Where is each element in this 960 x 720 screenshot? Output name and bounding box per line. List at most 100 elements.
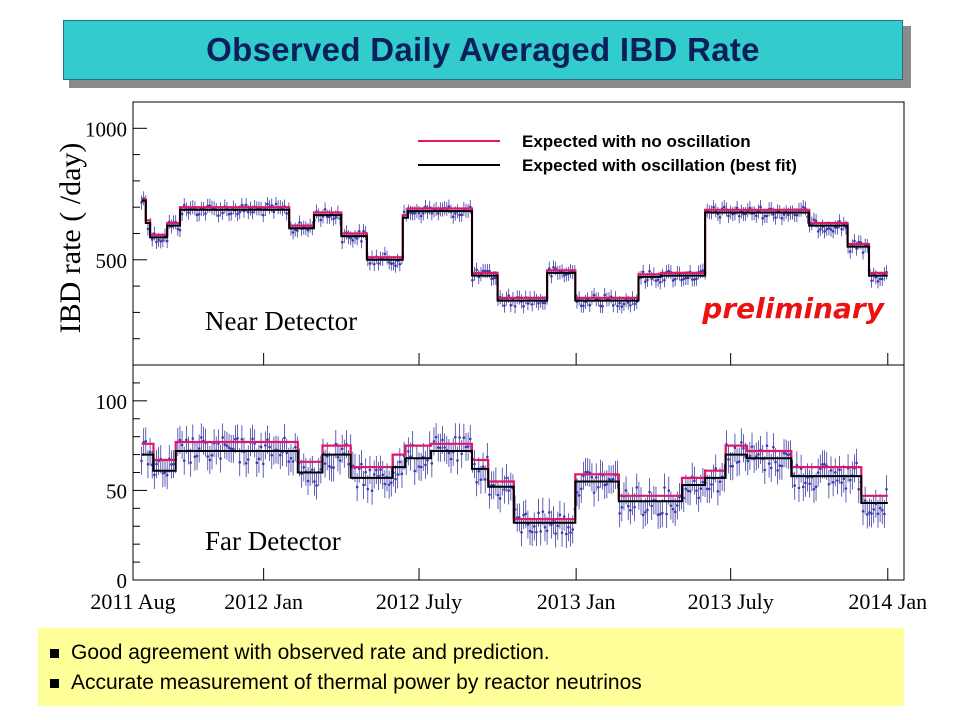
far-data-point (522, 513, 525, 517)
far-data-point (635, 486, 639, 489)
near-data-point (718, 216, 722, 219)
far-data-point (238, 460, 242, 464)
far-data-point (251, 437, 254, 441)
near-data-point (643, 280, 647, 284)
far-data-point (838, 468, 841, 472)
far-data-point (693, 479, 696, 483)
far-data-point (185, 438, 188, 442)
far-data-point (868, 511, 871, 514)
near-data-point (325, 215, 329, 219)
near-data-point (261, 213, 265, 217)
far-data-point (483, 478, 487, 481)
legend-label-oscillation: Expected with oscillation (best fit) (522, 156, 797, 175)
far-data-point (697, 496, 700, 500)
far-data-point (814, 485, 818, 489)
near-data-point (793, 213, 797, 217)
near-data-point (323, 207, 327, 211)
near-data-point (291, 231, 295, 234)
far-data-point (381, 473, 385, 477)
near-data-point (737, 214, 741, 218)
far-data-point (368, 468, 372, 472)
far-data-point (456, 459, 459, 462)
far-data-point (729, 464, 732, 468)
near-data-point (658, 281, 662, 284)
near-data-point (827, 226, 831, 230)
near-data-point (814, 219, 818, 223)
far-data-point (430, 462, 434, 465)
near-data-point (334, 216, 338, 219)
near-data-point (588, 303, 592, 307)
far-data-point (432, 440, 436, 443)
far-data-point (268, 445, 271, 449)
far-data-point (206, 455, 210, 458)
near-data-point (765, 214, 769, 218)
near-data-point (507, 294, 510, 298)
far-data-point (737, 460, 741, 463)
near-data-point (355, 237, 359, 240)
near-data-point (680, 278, 683, 282)
far-data-point (861, 509, 865, 513)
near-data-point (754, 214, 758, 218)
near-data-point (763, 214, 767, 218)
far-data-point (208, 458, 212, 462)
near-data-point (522, 304, 525, 308)
near-data-point (471, 278, 474, 282)
far-data-point (550, 523, 553, 526)
near-data-point (187, 211, 190, 214)
near-data-point (601, 304, 604, 308)
far-data-point (565, 532, 568, 536)
near-data-point (221, 211, 224, 215)
far-data-point (876, 512, 880, 516)
near-data-point (686, 276, 690, 280)
far-data-point (232, 447, 235, 451)
far-data-point (812, 487, 816, 491)
near-data-point (488, 269, 491, 273)
near-data-point (244, 203, 248, 207)
far-data-point (547, 511, 551, 514)
far-data-point (182, 459, 186, 462)
near-data-point (417, 211, 421, 215)
far-data-point (394, 477, 397, 481)
far-y-tick-label: 100 (96, 390, 128, 414)
near-data-point (690, 278, 694, 281)
far-data-point (323, 462, 327, 465)
far-data-point (244, 461, 248, 465)
far-data-point (400, 472, 404, 476)
near-data-point (383, 252, 387, 256)
far-data-point (225, 444, 229, 448)
near-data-point (541, 301, 545, 305)
far-data-point (746, 459, 750, 463)
far-data-point (641, 513, 645, 517)
x-tick-label: 2013 Jan (537, 589, 616, 614)
far-data-point (287, 460, 291, 463)
far-data-point (347, 462, 350, 466)
near-data-point (362, 229, 365, 233)
far-data-point (364, 470, 367, 474)
far-data-point (270, 453, 274, 457)
far-data-point (488, 493, 491, 496)
near-data-point (693, 278, 696, 281)
near-data-point (360, 240, 363, 243)
near-data-point (150, 238, 154, 241)
far-data-point (541, 510, 545, 513)
far-data-point (144, 440, 148, 443)
far-data-point (742, 446, 745, 450)
far-data-point (778, 464, 782, 467)
far-data-point (193, 455, 197, 459)
near-data-point (878, 277, 882, 281)
far-data-point (475, 480, 478, 484)
far-data-point (772, 445, 775, 449)
near-data-point (582, 304, 585, 308)
far-data-point (172, 462, 175, 466)
far-data-point (261, 462, 265, 466)
far-data-point (682, 496, 686, 500)
far-data-point (801, 485, 805, 489)
far-data-point (313, 480, 316, 483)
near-data-point (389, 262, 393, 266)
near-data-point (552, 266, 555, 269)
near-data-point (819, 227, 822, 231)
far-data-point (449, 457, 453, 461)
near-data-point (861, 251, 865, 254)
near-data-point (165, 239, 169, 243)
far-data-point (306, 479, 310, 483)
